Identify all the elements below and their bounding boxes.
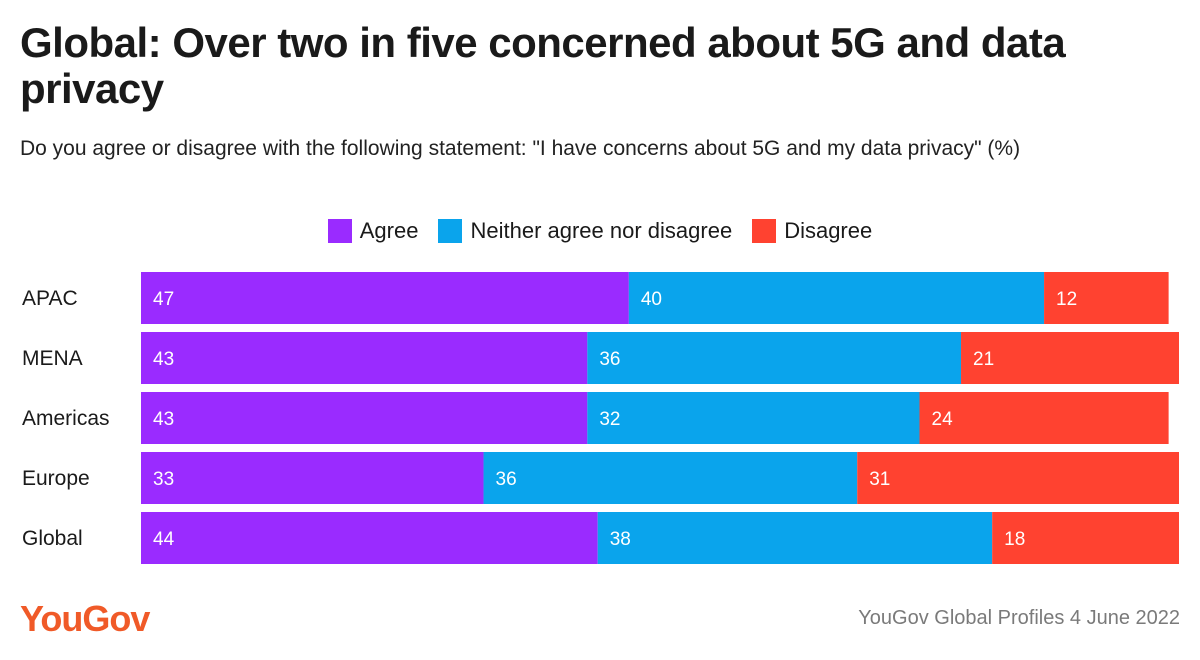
data-label-americas-agree: 43	[153, 409, 174, 430]
data-label-europe-neither: 36	[496, 469, 517, 490]
category-label-mena: MENA	[22, 347, 83, 370]
legend-swatch-neither	[438, 219, 463, 243]
legend-item-agree: Agree	[327, 218, 419, 244]
data-label-global-neither: 38	[610, 529, 631, 550]
bar-europe-agree	[141, 452, 484, 504]
source-note: YouGov Global Profiles 4 June 2022	[858, 607, 1180, 629]
bar-global-neither	[597, 512, 993, 564]
yougov-logo: YouGov	[20, 598, 150, 639]
data-label-europe-agree: 33	[153, 469, 174, 490]
data-label-mena-agree: 43	[153, 349, 174, 370]
stacked-bar-chart: APAC 47 40 12 MENA 43 36 21 Americas 43 32 24 Europe…	[22, 272, 1179, 564]
bar-americas-neither	[587, 392, 920, 444]
legend-label-disagree: Disagree	[784, 218, 873, 243]
data-label-americas-disagree: 24	[932, 409, 954, 430]
chart-subtitle: Do you agree or disagree with the follow…	[20, 137, 1021, 160]
data-label-mena-disagree: 21	[973, 349, 994, 370]
data-label-apac-neither: 40	[641, 289, 662, 310]
legend-item-neither: Neither agree nor disagree	[438, 218, 732, 244]
legend-label-neither: Neither agree nor disagree	[470, 218, 733, 243]
data-label-mena-neither: 36	[599, 349, 620, 370]
bar-mena-agree	[141, 332, 588, 384]
bar-mena-neither	[587, 332, 962, 384]
bar-americas-disagree	[919, 392, 1169, 444]
category-label-americas: Americas	[22, 407, 110, 430]
chart-title: Global: Over two in five concerned about…	[20, 19, 1066, 112]
data-label-americas-neither: 32	[599, 409, 620, 430]
legend: Agree Neither agree nor disagree Disagre…	[0, 218, 1200, 244]
bar-apac-disagree	[1044, 272, 1169, 324]
bar-europe-neither	[483, 452, 858, 504]
legend-label-agree: Agree	[359, 218, 419, 243]
bar-apac-agree	[141, 272, 629, 324]
category-label-apac: APAC	[22, 287, 78, 310]
category-label-global: Global	[22, 527, 83, 550]
bar-europe-disagree	[857, 452, 1179, 504]
bar-americas-agree	[141, 392, 588, 444]
category-label-europe: Europe	[22, 467, 90, 490]
bar-mena-disagree	[961, 332, 1179, 384]
bar-global-disagree	[992, 512, 1179, 564]
data-label-apac-agree: 47	[153, 289, 174, 310]
data-label-global-disagree: 18	[1004, 529, 1025, 550]
data-label-apac-disagree: 12	[1056, 289, 1077, 310]
data-label-global-agree: 44	[153, 529, 175, 550]
legend-item-disagree: Disagree	[752, 218, 872, 244]
data-label-europe-disagree: 31	[869, 469, 890, 490]
legend-swatch-agree	[327, 219, 352, 243]
bar-global-agree	[141, 512, 598, 564]
bar-apac-neither	[628, 272, 1045, 324]
legend-swatch-disagree	[752, 219, 777, 243]
